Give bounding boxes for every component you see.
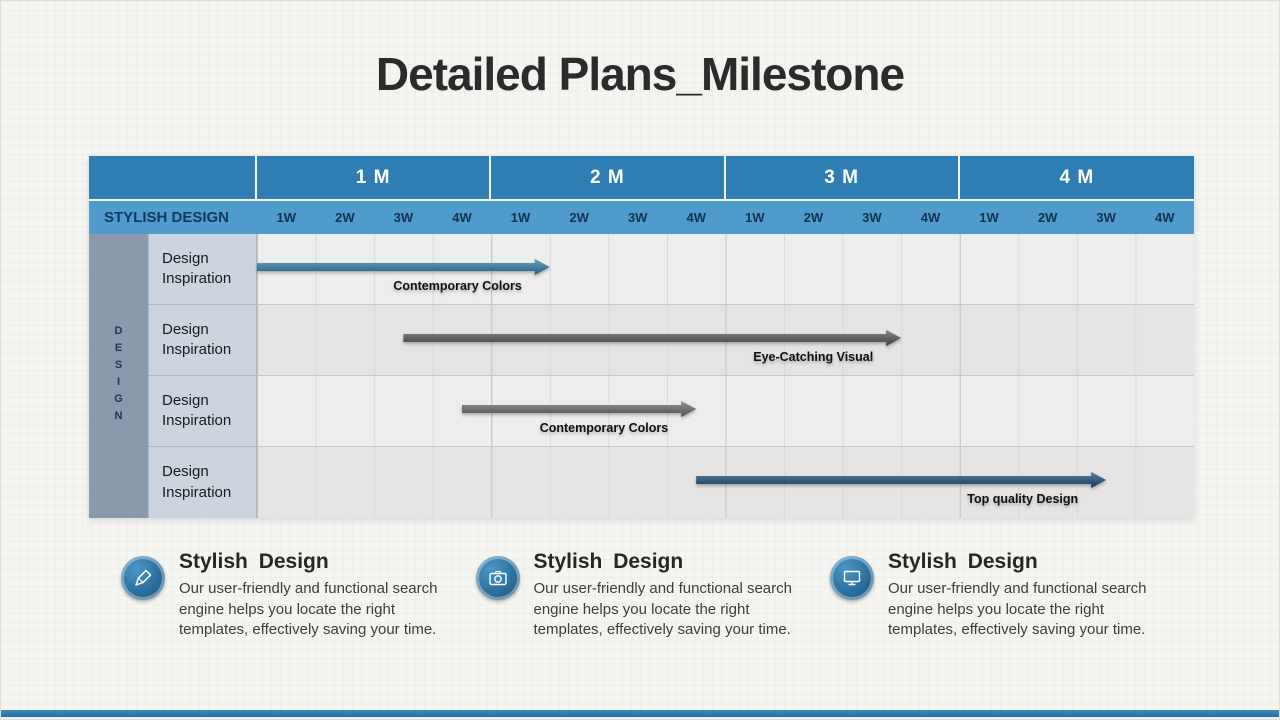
gantt-corner-top xyxy=(89,156,257,201)
task-label: Top quality Design xyxy=(967,492,1079,506)
month-header: 2 M xyxy=(491,156,726,201)
gantt-bar: Contemporary Colors xyxy=(462,401,696,435)
side-category-label: DESIGN xyxy=(89,234,149,518)
feature-card: Stylish Design Our user-friendly and fun… xyxy=(121,550,458,641)
camera-icon xyxy=(475,556,520,600)
week-label: 1W xyxy=(959,201,1019,234)
month-header: 3 M xyxy=(725,156,960,201)
month-header: 1 M xyxy=(257,156,492,201)
feature-card: Stylish Design Our user-friendly and fun… xyxy=(475,550,813,641)
page-title: Detailed Plans_Milestone xyxy=(375,48,905,100)
week-label: 1W xyxy=(725,201,785,234)
feature-title: Stylish Design xyxy=(888,550,1038,573)
side-category-text: DESIGN xyxy=(112,325,125,427)
feature-title: Stylish Design xyxy=(533,550,684,573)
row-label: Design Inspiration xyxy=(149,447,257,518)
week-label: 3W xyxy=(608,201,667,234)
feature-description: Our user-friendly and functional search … xyxy=(888,580,1147,639)
features-row: Stylish Design Our user-friendly and fun… xyxy=(121,550,1167,641)
week-label: 4W xyxy=(901,201,960,234)
task-label: Contemporary Colors xyxy=(539,421,669,435)
feature-text: Stylish Design Our user-friendly and fun… xyxy=(888,550,1167,641)
gantt-row: Top quality Design xyxy=(257,447,1194,518)
week-label: 1W xyxy=(491,201,550,234)
month-header: 4 M xyxy=(959,156,1194,201)
gantt-arrow xyxy=(257,259,550,275)
task-label: Eye-Catching Visual xyxy=(753,350,874,364)
gantt-bar: Top quality Design xyxy=(696,472,1106,506)
feature-card: Stylish Design Our user-friendly and fun… xyxy=(830,550,1167,641)
gantt-arrow xyxy=(696,472,1106,488)
gantt-row: Contemporary Colors xyxy=(257,376,1194,447)
accent-footer-bar xyxy=(1,710,1279,717)
week-label: 1W xyxy=(257,201,316,234)
week-label: 2W xyxy=(549,201,609,234)
week-label: 2W xyxy=(315,201,375,234)
week-label: 3W xyxy=(374,201,433,234)
week-label: 3W xyxy=(1076,201,1136,234)
gantt-arrow xyxy=(403,330,901,346)
feature-text: Stylish Design Our user-friendly and fun… xyxy=(534,550,813,641)
feature-title: Stylish Design xyxy=(179,550,329,573)
gantt-bar: Contemporary Colors xyxy=(257,259,550,293)
week-label: 3W xyxy=(842,201,902,234)
gantt-row: Contemporary Colors xyxy=(257,234,1194,305)
monitor-icon xyxy=(830,556,874,600)
task-label: Contemporary Colors xyxy=(393,279,522,293)
gantt-arrow xyxy=(462,401,696,417)
gantt-corner-label: STYLISH DESIGN xyxy=(89,201,257,234)
week-label: 4W xyxy=(666,201,726,234)
gantt-row: Eye-Catching Visual xyxy=(257,305,1194,376)
feature-text: Stylish Design Our user-friendly and fun… xyxy=(179,550,458,641)
week-label: 4W xyxy=(432,201,492,234)
week-label: 2W xyxy=(1018,201,1077,234)
feature-description: Our user-friendly and functional search … xyxy=(533,580,792,639)
row-label: Design Inspiration xyxy=(149,305,257,376)
design-tools-icon xyxy=(121,556,165,600)
week-label: 4W xyxy=(1135,201,1194,234)
row-label: Design Inspiration xyxy=(149,376,257,447)
week-label: 2W xyxy=(784,201,843,234)
feature-description: Our user-friendly and functional search … xyxy=(179,580,438,639)
gantt-bar: Eye-Catching Visual xyxy=(403,330,901,364)
gantt-table: 1 M 2 M 3 M 4 M STYLISH DESIGN 1W 2W 3W … xyxy=(89,156,1194,518)
row-label: Design Inspiration xyxy=(149,234,257,305)
